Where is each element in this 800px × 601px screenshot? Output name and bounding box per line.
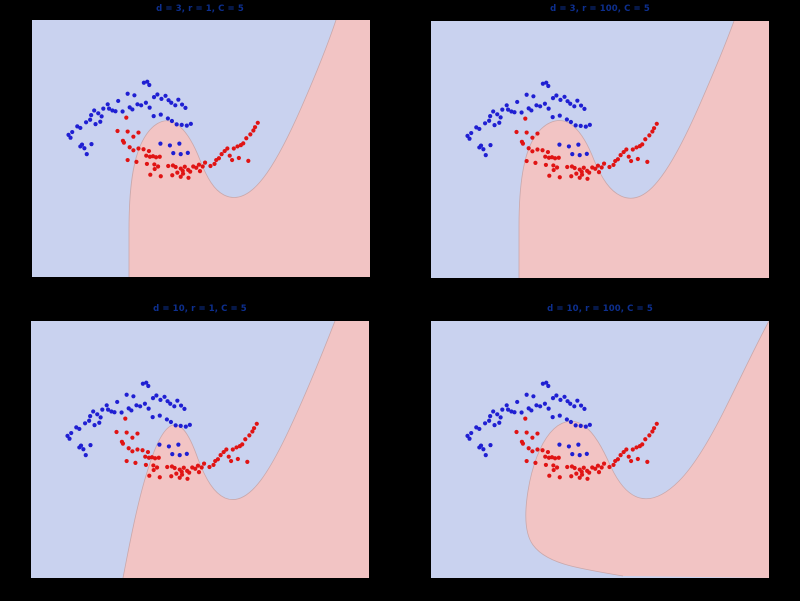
- points-class-blue-2: [465, 80, 592, 158]
- subplot-title-panel-2: d = 3, r = 100, C = 5: [550, 4, 650, 14]
- region-class-red-3: [123, 321, 369, 578]
- axes-panel-4: [431, 321, 769, 578]
- subplot-title-panel-4: d = 10, r = 100, C = 5: [547, 304, 653, 314]
- subplot-panel-3: d = 10, r = 1, C = 5: [0, 300, 400, 601]
- points-class-blue-3: [65, 380, 192, 458]
- boundary-line-1: [128, 20, 337, 277]
- boundary-line-3: [122, 321, 336, 578]
- subplot-title-panel-3: d = 10, r = 1, C = 5: [153, 304, 247, 314]
- region-class-red-2: [519, 21, 769, 278]
- points-class-red-1: [115, 115, 260, 180]
- subplot-title-panel-1: d = 3, r = 1, C = 5: [156, 4, 244, 14]
- points-class-red-3: [114, 416, 259, 481]
- subplot-panel-4: d = 10, r = 100, C = 5: [400, 300, 800, 601]
- decision-boundary-plot-2: [431, 21, 769, 278]
- region-class-red-4: [525, 321, 769, 578]
- axes-panel-2: [431, 21, 769, 278]
- points-class-red-2: [514, 116, 659, 181]
- region-class-red-1: [129, 20, 370, 277]
- points-class-blue-1: [66, 79, 193, 157]
- decision-boundary-plot-1: [32, 20, 370, 277]
- decision-boundary-plot-4: [431, 321, 769, 578]
- subplot-panel-1: d = 3, r = 1, C = 5: [0, 0, 400, 300]
- subplot-panel-2: d = 3, r = 100, C = 5: [400, 0, 800, 300]
- points-class-red-4: [514, 416, 659, 481]
- axes-panel-3: [31, 321, 369, 578]
- points-class-blue-4: [465, 380, 592, 458]
- axes-panel-1: [32, 20, 370, 277]
- decision-boundary-plot-3: [31, 321, 369, 578]
